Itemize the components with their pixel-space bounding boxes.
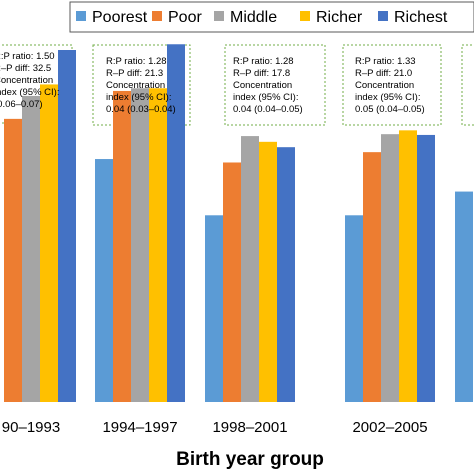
bar-poor-3 [363,152,381,402]
legend-swatch-middle [214,11,224,21]
legend-swatch-richer [300,11,310,21]
bar-richest-0 [58,50,76,402]
x-tick-label: 90–1993 [2,419,60,436]
legend-swatch-richest [378,11,388,21]
x-tick-label: 1994–1997 [102,419,177,436]
annotation-line: Concentration [0,75,53,86]
annotation-line: Concentration [355,80,414,91]
legend-swatch-poor [152,11,162,21]
bar-middle-3 [381,134,399,402]
annotation-line: R:P ratio: 1.28 [106,56,167,67]
x-tick-label: 2002–2005 [352,419,427,436]
bar-poorest-3 [345,215,363,402]
bar-richer-0 [40,84,58,402]
bar-middle-1 [131,88,149,403]
annotation-line: R–P diff: 21.0 [355,68,412,79]
bar-richest-3 [417,134,435,402]
legend-label-richer: Richer [316,9,363,26]
bar-middle-0 [22,95,40,403]
annotation-line: Concentration [106,80,165,91]
annotation-line: R:P ratio: 1.50 [0,51,55,62]
legend-frame [69,1,474,33]
annotation-box [461,44,474,126]
x-tick-label: 1998–2001 [212,419,287,436]
legend-label-middle: Middle [230,9,277,26]
annotation-box [342,44,442,126]
bar-richest-2 [277,147,295,402]
annotation-text: R:P ratio: 1.50R–P diff: 32.5Concentrati… [0,51,425,115]
bar-poor-2 [223,162,241,402]
bar-poorest-1 [95,159,113,402]
legend-swatch-poorest [76,11,86,21]
annotation-line: R:P ratio: 1.28 [233,56,294,67]
bar-poorest-2 [205,215,223,402]
bar-richer-2 [259,141,277,402]
x-axis-title: Birth year group [176,449,324,470]
bar-richer-3 [399,130,417,402]
legend-label-poor: Poor [168,9,202,26]
legend-label-richest: Richest [394,9,448,26]
bars [4,44,473,403]
annotation-line: 0.05 (0.04–0.05) [355,104,425,115]
annotation-line: index (95% CI): [355,92,420,103]
annotation-line: index (95% CI): [233,92,298,103]
annotation-line: (0.06–0.07) [0,99,43,110]
bar-poor-1 [113,90,131,402]
annotation-box [224,44,326,126]
annotation-line: R:P ratio: 1.33 [355,56,416,67]
bar-richest-1 [167,44,185,403]
annotation-line: Concentration [233,80,292,91]
annotation-line: R–P diff: 32.5 [0,63,51,74]
annotation-line: index (95% CI): [106,92,171,103]
legend: Poorest Poor Middle Richer Richest [69,1,474,33]
annotation-line: index (95% CI): [0,87,59,98]
bar-poorest-4 [455,191,473,402]
bar-poor-0 [4,118,22,402]
annotation-line: R–P diff: 17.8 [233,68,290,79]
bar-richer-1 [149,88,167,403]
annotation-line: 0.04 (0.04–0.05) [233,104,303,115]
legend-label-poorest: Poorest [92,9,148,26]
annotation-line: 0.04 (0.03–0.04) [106,104,176,115]
annotation-line: R–P diff: 21.3 [106,68,163,79]
bar-middle-2 [241,136,259,402]
